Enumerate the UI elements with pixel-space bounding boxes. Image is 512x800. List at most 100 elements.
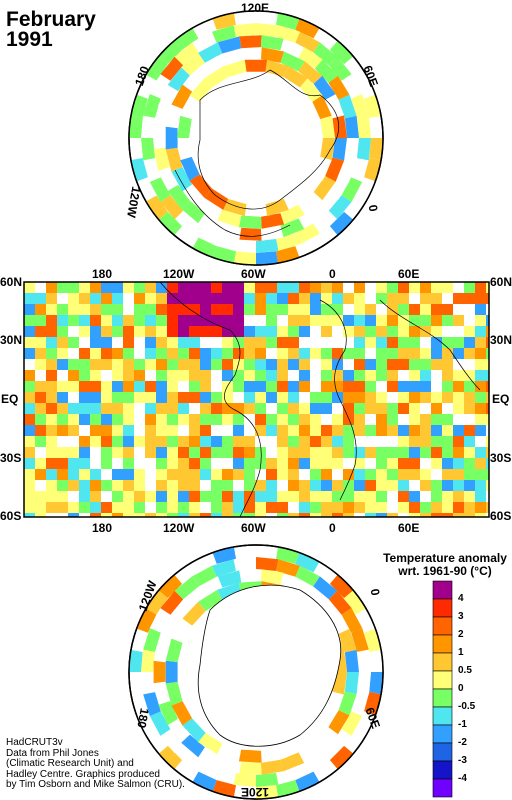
polar-grid-cell [167,67,190,92]
legend-tick-label: -3 [458,755,467,766]
polar-grid-cell [265,198,289,217]
grid-cell [431,348,442,359]
lat-left-60s: 60S [0,509,22,523]
grid-cell [299,491,310,502]
legend-swatch [432,688,453,708]
grid-cell [387,491,398,502]
grid-cell [288,414,299,425]
grid-cell [112,359,123,370]
grid-cell [57,414,68,425]
polar-grid-cell [212,559,236,577]
lat-right-30n: 30N [490,333,512,347]
polar-grid-cell [357,138,371,161]
grid-cell [376,315,387,326]
grid-cell [68,447,79,458]
grid-cell [24,469,35,480]
grid-cell [178,491,189,502]
grid-cell [123,282,134,293]
grid-cell [35,359,46,370]
grid-cell [332,293,343,304]
grid-cell [464,370,475,381]
grid-cell [79,392,90,403]
grid-cell [211,447,222,458]
grid-cell [409,348,420,359]
grid-cell [365,425,376,436]
polar-grid-cell [158,40,183,65]
grid-cell [134,513,145,517]
polar-grid-cell [165,104,183,129]
grid-cell [68,359,79,370]
polar-grid-cell [265,59,289,78]
grid-cell [475,458,486,469]
grid-cell [255,425,266,436]
polar-grid-cell [171,701,193,726]
grid-cell [189,480,200,491]
grid-cell [431,480,442,491]
grid-cell [123,337,134,348]
grid-cell [310,293,321,304]
grid-cell [178,326,189,337]
grid-cell [24,502,35,513]
grid-cell [211,348,222,359]
legend-tick-label: 1 [458,647,464,658]
grid-cell [101,414,112,425]
grid-cell [409,381,420,392]
grid-cell [24,403,35,414]
polar-grid-cell [198,213,223,234]
grid-cell [420,425,431,436]
grid-cell [299,480,310,491]
grid-cell [101,326,112,337]
grid-cell [222,282,233,293]
grid-cell [464,425,475,436]
grid-cell [244,392,255,403]
grid-cell [233,392,244,403]
polar-grid-cell [158,84,178,109]
grid-cell [431,370,442,381]
grid-cell [90,502,101,513]
grid-cell [101,337,112,348]
polar-grid-cell [329,574,354,599]
grid-cell [211,282,222,293]
grid-cell [431,392,442,403]
grid-cell [233,403,244,414]
grid-cell [244,436,255,447]
grid-cell [431,326,442,337]
grid-cell [101,315,112,326]
grid-cell [453,326,464,337]
grid-cell [420,293,431,304]
polar-grid-cell [313,42,338,66]
grid-cell [398,337,409,348]
polar-grid-cell [369,649,383,672]
grid-cell [233,282,244,293]
grid-cell [442,436,453,447]
grid-cell [24,315,35,326]
legend-swatch [432,778,453,798]
world-map [23,281,490,518]
grid-cell [178,469,189,480]
grid-cell [57,403,68,414]
grid-cell [266,359,277,370]
grid-cell [442,458,453,469]
grid-cell [189,337,200,348]
grid-cell [288,293,299,304]
grid-cell [24,414,35,425]
polar-grid-cell [295,31,320,53]
polar-grid-cell [313,576,338,600]
grid-cell [211,491,222,502]
polar-grid-cell [158,745,183,770]
grid-cell [79,370,90,381]
grid-cell [211,469,222,480]
grid-cell [222,513,233,517]
grid-cell [464,337,475,348]
grid-cell [189,282,200,293]
polar-grid-cell [177,115,192,138]
lat-left-30n: 30N [0,333,23,347]
grid-cell [288,348,299,359]
grid-cell [453,491,464,502]
polar-grid-cell [160,195,184,220]
grid-cell [145,403,156,414]
grid-cell [431,447,442,458]
legend-tick-label: -0.5 [458,701,476,712]
grid-cell [288,436,299,447]
grid-cell [24,458,35,469]
